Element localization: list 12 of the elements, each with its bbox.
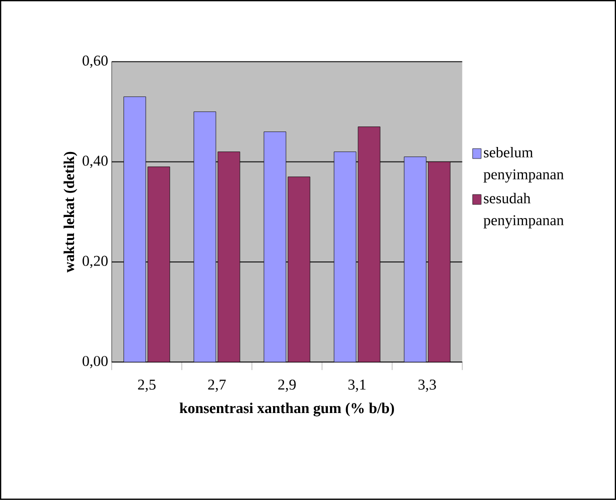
x-tick-label: 3,1 xyxy=(348,380,366,392)
y-tick-label: 0,00 xyxy=(82,356,108,368)
y-tick-label: 0,20 xyxy=(82,256,108,268)
x-tick-label: 2,5 xyxy=(138,380,156,392)
y-axis-title: waktu lekat (detik) xyxy=(64,152,78,273)
x-tick-label: 3,3 xyxy=(418,380,436,392)
y-tick-label: 0,40 xyxy=(82,156,108,168)
y-tick-label: 0,60 xyxy=(82,56,108,68)
x-tick-label: 2,7 xyxy=(208,380,226,392)
x-tick-label: 2,9 xyxy=(278,380,296,392)
x-axis-title: konsentrasi xanthan gum (% b/b) xyxy=(180,402,394,416)
legend-label: sesudah penyimpanan xyxy=(484,192,564,228)
